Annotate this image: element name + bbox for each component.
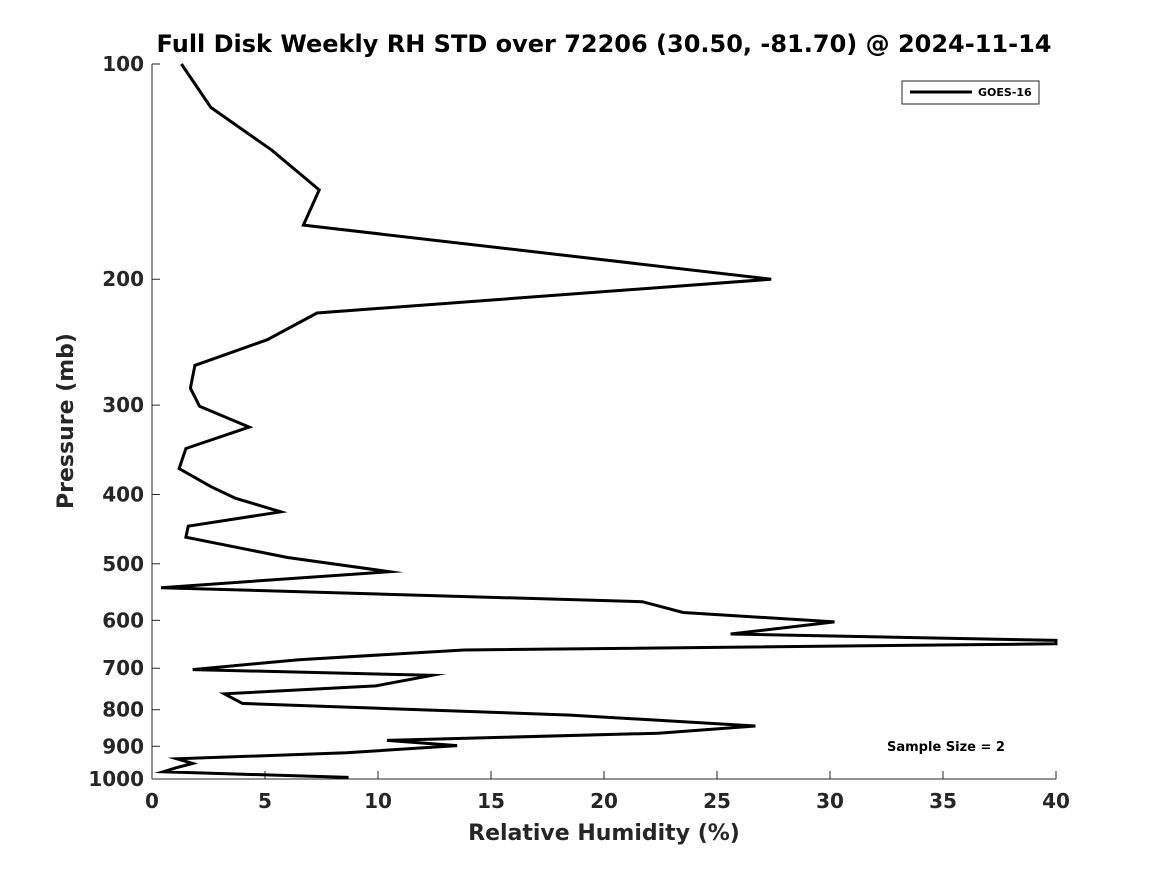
y-tick-label: 200 xyxy=(102,267,144,291)
x-tick-label: 15 xyxy=(477,789,505,813)
x-tick-label: 0 xyxy=(145,789,159,813)
y-tick-label: 400 xyxy=(102,482,144,506)
y-tick-label: 900 xyxy=(102,734,144,758)
sample-size-note: Sample Size = 2 xyxy=(887,740,1005,755)
y-tick-label: 700 xyxy=(102,656,144,680)
x-tick-label: 5 xyxy=(258,789,272,813)
y-tick-label: 600 xyxy=(102,608,144,632)
y-tick-label: 300 xyxy=(102,393,144,417)
y-tick-label: 1000 xyxy=(88,767,144,791)
x-tick-label: 10 xyxy=(364,789,392,813)
series-line-goes-16 xyxy=(154,63,1058,779)
x-axis-label: Relative Humidity (%) xyxy=(468,821,740,846)
y-axis-label: Pressure (mb) xyxy=(54,333,79,509)
y-tick-label: 800 xyxy=(102,698,144,722)
x-tick-label: 20 xyxy=(590,789,618,813)
legend: GOES-16 xyxy=(901,80,1040,105)
axes: 0 5 10 15 20 25 30 35 40 100 200 300 400 500 600 700 800… xyxy=(88,52,1070,813)
y-tick-label: 500 xyxy=(102,552,144,576)
chart-title: Full Disk Weekly RH STD over 72206 (30.5… xyxy=(157,30,1052,58)
x-tick-label: 25 xyxy=(703,789,731,813)
x-tick-label: 40 xyxy=(1042,789,1070,813)
plot-area xyxy=(154,63,1058,779)
x-tick-label: 30 xyxy=(816,789,844,813)
x-tick-label: 35 xyxy=(929,789,957,813)
y-tick-label: 100 xyxy=(102,52,144,76)
legend-label-goes-16: GOES-16 xyxy=(978,86,1032,99)
